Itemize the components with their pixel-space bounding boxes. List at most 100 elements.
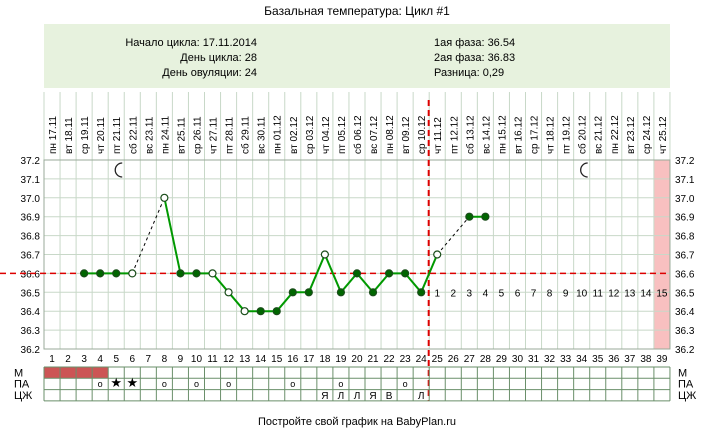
chart-grid [43,92,671,350]
weekday-label: вт [176,144,187,154]
date-label: пт 28.11 [225,116,236,154]
cervical-mucus-mark: Я [369,391,376,402]
cycle-day-label: 18 [319,354,331,365]
date-value: 26.11 [192,116,203,141]
weekday-label: чт [209,144,220,154]
series-segment [404,272,422,293]
cycle-day-label: 37 [624,354,636,365]
y-tick-label-right: 36.6 [675,269,695,280]
y-tick-label-left: 37.2 [21,156,41,167]
y-tick-label-right: 36.2 [675,345,695,356]
date-label: вс 07.12 [369,116,380,154]
date-value: 24.12 [642,115,653,140]
date-label: чт 04.12 [321,116,332,154]
weekday-label: пт [562,144,573,154]
date-label: пн 17.11 [48,116,59,154]
temperature-point [368,288,378,297]
date-value: 14.12 [481,116,492,141]
y-tick-label-right: 37.0 [675,194,695,205]
y-tick-label-left: 36.9 [21,213,41,224]
post-ovulation-day-label: 12 [608,288,620,299]
temperature-point [128,269,137,278]
date-value: 02.12 [289,116,300,141]
post-ovulation-day-label: 13 [624,288,636,299]
date-label: вс 30.11 [257,116,268,154]
date-label: чт 25.12 [658,116,669,154]
moon-icon [580,162,588,178]
plot-frame [43,159,671,350]
y-tick-label-left: 36.8 [21,232,41,243]
y-tick-label-left: 36.3 [21,326,41,337]
post-ovulation-day-label: 9 [563,288,569,299]
series-segment [275,291,294,312]
cycle-day-label: 10 [191,354,203,365]
weekday-label: пн [385,143,396,154]
cycle-day-label: 11 [207,354,218,365]
menstruation-cell [60,367,77,379]
date-label: вт 16.12 [513,116,524,154]
weekday-label: ср [417,143,428,154]
sex-star-mark: ★ [126,375,138,390]
y-tick-label-right: 37.2 [675,156,695,167]
cycle-day-label: 14 [255,354,267,365]
cycle-day-label: 8 [162,354,168,365]
series-segment [356,272,374,293]
y-tick-label-left: 36.5 [21,288,41,299]
temperature-point [288,288,297,297]
date-value: 11.12 [433,117,444,142]
temperature-point [384,269,394,278]
weekday-label: вт [289,144,300,154]
gap-connector [436,216,470,255]
ovulation-day-label: День овуляции: 24 [162,67,257,79]
moon-icon [114,162,123,178]
post-ovulation-day-label: 4 [483,288,489,299]
temperature-point [112,269,121,278]
temperature-point [433,250,442,259]
cervical-mucus-mark: Л [354,391,361,402]
cycle-day-label: 15 [271,354,283,365]
sex-mark: o [338,379,343,389]
date-value: 01.12 [273,115,284,140]
temperature-point [304,288,313,297]
y-tick-label-right: 36.3 [675,326,695,337]
y-tick-label-left: 37.1 [21,175,41,186]
date-value: 24.11 [160,116,171,141]
date-value: 12.12 [449,116,460,141]
temperature-point [272,307,281,316]
weekday-label: вс [481,144,492,154]
date-label: вт 02.12 [289,116,300,154]
weekday-label: пн [160,143,171,154]
date-label: вт 25.11 [176,117,187,154]
cervical-mucus-mark: Л [418,391,425,402]
weekday-label: пн [48,143,59,154]
weekday-label: пт [337,144,348,154]
cycle-day-label: 9 [178,354,184,365]
series-segment [323,254,342,293]
post-ovulation-day-label: 10 [576,288,588,299]
cycle-day-label: 31 [528,354,540,365]
sex-star-mark: ★ [110,375,122,390]
weekday-label: сб [577,143,589,154]
date-value: 21.12 [594,116,605,141]
date-value: 29.11 [241,116,252,141]
moon-markers [114,162,588,178]
series-segment [227,291,246,312]
date-value: 18.12 [546,116,557,141]
weekday-label: вт [513,144,524,154]
post-ovulation-day-label: 7 [531,288,537,299]
date-label: ср 24.12 [642,115,653,154]
weekday-label: чт [96,144,107,154]
date-label: вс 23.11 [144,116,155,154]
date-header: пн 17.11 вт 18.11 ср 19.11 чт 20.11 пт 21.11… [48,115,669,154]
cycle-day-label: 26 [448,354,460,365]
date-label: вс 21.12 [594,116,605,154]
sex-mark: o [403,379,408,389]
date-label: пн 01.12 [273,115,284,154]
date-value: 16.12 [513,116,524,141]
weekday-label: пт [112,144,123,154]
date-value: 18.11 [64,117,75,142]
cycle-day-label: 4 [97,354,103,365]
date-label: пн 08.12 [385,115,396,154]
row-label-right: ЦЖ [678,390,696,402]
date-label: пн 15.12 [497,115,508,154]
